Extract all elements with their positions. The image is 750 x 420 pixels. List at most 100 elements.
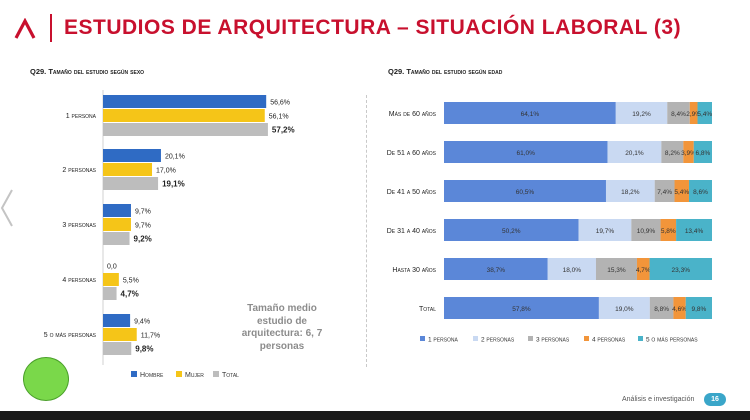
legend-swatch-1-persona xyxy=(420,336,425,341)
chart-by-age: Más de 60 años 64,1% 19,2% 8,4% 2,9%5,4%De 5… xyxy=(387,102,712,344)
segment-label-5-o-mas-personas-de-41-a-50-anos: 8,6% xyxy=(693,189,708,196)
segment-3-personas-de-41-a-50-anos xyxy=(654,180,675,202)
legend-swatch-4-personas xyxy=(584,336,589,341)
segment-label-2-personas-mas-de-60-anos: 19,2% xyxy=(632,111,651,118)
segment-label-4-personas-total: 4,6% xyxy=(672,306,687,313)
category-label-mas-de-60-anos: Más de 60 años xyxy=(389,111,437,118)
page-number-badge: 16 xyxy=(704,393,726,406)
category-label-de-51-a-60-anos: De 51 a 60 años xyxy=(387,150,437,157)
segment-4-personas-de-31-a-40-anos xyxy=(660,219,677,241)
legend-label-mujer: Mujer xyxy=(185,372,204,379)
legend-label-1-persona: 1 persona xyxy=(428,337,459,344)
segment-2-personas-de-51-a-60-anos xyxy=(607,141,662,163)
data-label-total-1-persona: 57,2% xyxy=(272,126,295,135)
category-label-4-personas: 4 personas xyxy=(62,277,96,284)
data-label-total-3-personas: 9,2% xyxy=(134,235,152,244)
category-label-5-o-mas-personas: 5 o más personas xyxy=(44,332,97,339)
bar-mujer-4-personas xyxy=(103,273,119,286)
category-label-hasta-30-anos: Hasta 30 años xyxy=(392,267,436,274)
legend-label-total: Total xyxy=(222,372,239,379)
segment-label-2-personas-hasta-30-anos: 18,0% xyxy=(563,267,582,274)
segment-5-o-mas-personas-de-51-a-60-anos xyxy=(693,141,712,163)
segment-label-1-persona-de-41-a-50-anos: 60,5% xyxy=(516,189,535,196)
segment-5-o-mas-personas-de-31-a-40-anos xyxy=(676,219,712,241)
data-label-mujer-1-persona: 56,1% xyxy=(269,114,289,121)
segment-label-4-personas-de-51-a-60-anos: 3,9% xyxy=(681,150,696,157)
category-label-de-31-a-40-anos: De 31 a 40 años xyxy=(387,228,437,235)
segment-label-1-persona-total: 57,8% xyxy=(512,306,531,313)
segment-1-persona-mas-de-60-anos xyxy=(444,102,616,124)
segment-1-persona-de-31-a-40-anos xyxy=(444,219,579,241)
category-label-total: Total xyxy=(419,306,436,313)
chart-divider xyxy=(366,95,368,367)
previous-slide-chevron-icon[interactable] xyxy=(0,188,14,228)
segment-2-personas-mas-de-60-anos xyxy=(615,102,668,124)
segment-5-o-mas-personas-hasta-30-anos xyxy=(649,258,712,280)
segment-2-personas-de-31-a-40-anos xyxy=(578,219,632,241)
bar-total-2-personas xyxy=(103,177,159,190)
chart-title-age: Q29. Tamaño del estudio según edad xyxy=(388,67,503,76)
segment-2-personas-hasta-30-anos xyxy=(547,258,596,280)
data-label-hombre-2-personas: 20,1% xyxy=(165,154,185,161)
segment-label-3-personas-total: 8,8% xyxy=(654,306,669,313)
segment-3-personas-mas-de-60-anos xyxy=(667,102,690,124)
segment-5-o-mas-personas-mas-de-60-anos xyxy=(697,102,712,124)
segment-label-2-personas-de-41-a-50-anos: 18,2% xyxy=(621,189,640,196)
segment-label-3-personas-mas-de-60-anos: 8,4% xyxy=(671,111,686,118)
page-title: ESTUDIOS DE ARQUITECTURA – SITUACIÓN LAB… xyxy=(64,16,682,39)
segment-label-5-o-mas-personas-total: 9,8% xyxy=(691,306,706,313)
data-label-hombre-3-personas: 9,7% xyxy=(135,209,151,216)
data-label-mujer-5-o-mas-personas: 11,7% xyxy=(141,333,160,340)
segment-1-persona-de-51-a-60-anos xyxy=(444,141,608,163)
segment-label-2-personas-de-31-a-40-anos: 19,7% xyxy=(596,228,615,235)
legend-label-hombre: Hombre xyxy=(140,372,164,379)
segment-label-4-personas-mas-de-60-anos: 2,9% xyxy=(686,111,701,118)
category-label-3-personas: 3 personas xyxy=(62,222,96,229)
legend-swatch-3-personas xyxy=(528,336,533,341)
bar-hombre-1-persona xyxy=(103,95,267,108)
segment-1-persona-de-41-a-50-anos xyxy=(444,180,606,202)
segment-label-5-o-mas-personas-mas-de-60-anos: 5,4% xyxy=(697,111,712,118)
chevron-logo-icon xyxy=(14,18,36,39)
segment-5-o-mas-personas-total xyxy=(685,297,712,319)
footer-bar xyxy=(0,411,750,420)
bar-hombre-3-personas xyxy=(103,204,131,217)
legend-swatch-hombre xyxy=(131,371,137,377)
segment-3-personas-de-31-a-40-anos xyxy=(631,219,661,241)
footer-label: Análisis e investigación xyxy=(622,396,695,403)
segment-label-1-persona-mas-de-60-anos: 64,1% xyxy=(521,111,540,118)
header-divider xyxy=(50,14,52,42)
header: ESTUDIOS DE ARQUITECTURA – SITUACIÓN LAB… xyxy=(0,0,750,56)
segment-3-personas-total xyxy=(649,297,674,319)
legend-swatch-2-personas xyxy=(473,336,478,341)
segment-label-5-o-mas-personas-de-31-a-40-anos: 13,4% xyxy=(685,228,704,235)
segment-label-3-personas-de-41-a-50-anos: 7,4% xyxy=(657,189,672,196)
segment-3-personas-de-51-a-60-anos xyxy=(661,141,684,163)
green-circle-button[interactable] xyxy=(23,357,69,401)
segment-5-o-mas-personas-de-41-a-50-anos xyxy=(688,180,712,202)
legend-label-3-personas: 3 personas xyxy=(536,337,570,344)
data-label-hombre-4-personas: 0,0 xyxy=(107,264,117,271)
segment-label-2-personas-de-51-a-60-anos: 20,1% xyxy=(625,150,644,157)
segment-3-personas-hasta-30-anos xyxy=(595,258,637,280)
bar-mujer-5-o-mas-personas xyxy=(103,328,137,341)
segment-label-5-o-mas-personas-hasta-30-anos: 23,3% xyxy=(672,267,691,274)
segment-label-3-personas-hasta-30-anos: 15,3% xyxy=(607,267,626,274)
bar-total-3-personas xyxy=(103,232,130,245)
segment-label-4-personas-de-41-a-50-anos: 5,4% xyxy=(674,189,689,196)
segment-4-personas-de-41-a-50-anos xyxy=(674,180,689,202)
data-label-total-4-personas: 4,7% xyxy=(121,290,139,299)
average-size-note: Tamaño medio estudio de arquitectura: 6,… xyxy=(241,303,323,352)
legend-label-2-personas: 2 personas xyxy=(481,337,515,344)
segment-2-personas-de-41-a-50-anos xyxy=(605,180,655,202)
segment-label-3-personas-de-51-a-60-anos: 8,2% xyxy=(665,150,680,157)
segment-label-2-personas-total: 19,0% xyxy=(615,306,634,313)
chart-by-sex: 1 persona 56,6% 56,1% 57,2% 2 personas 20,1% 1… xyxy=(44,90,295,379)
data-label-mujer-2-personas: 17,0% xyxy=(156,168,176,175)
legend-label-4-personas: 4 personas xyxy=(592,337,626,344)
bar-mujer-3-personas xyxy=(103,218,131,231)
category-label-de-41-a-50-anos: De 41 a 50 años xyxy=(387,189,437,196)
data-label-hombre-5-o-mas-personas: 9,4% xyxy=(134,319,150,326)
legend-swatch-mujer xyxy=(176,371,182,377)
segment-4-personas-total xyxy=(673,297,686,319)
